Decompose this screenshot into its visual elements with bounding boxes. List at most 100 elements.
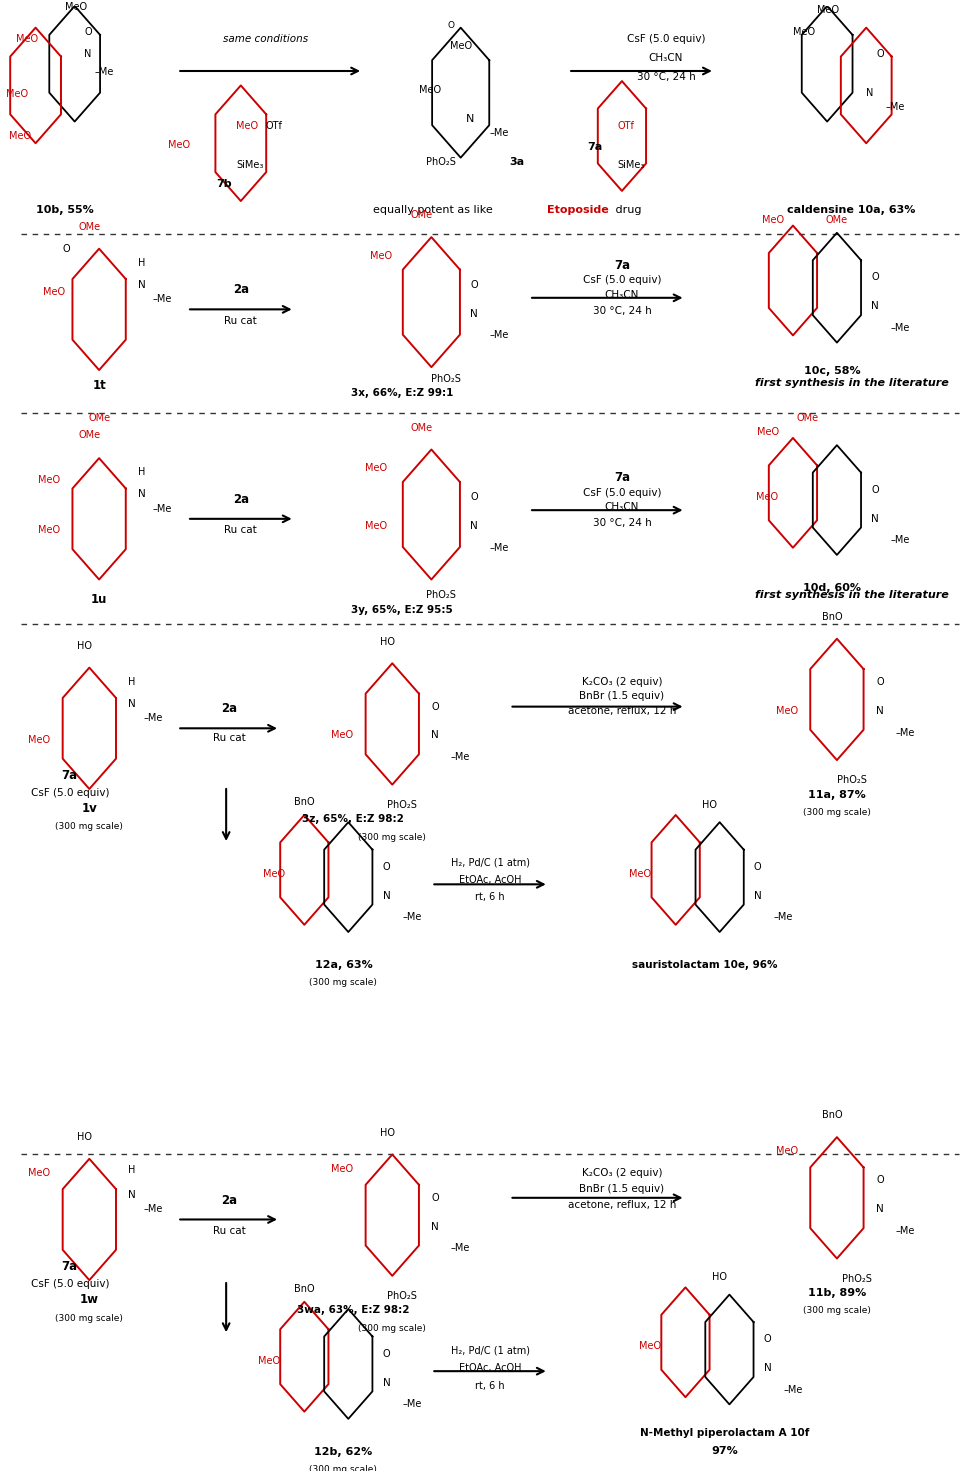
Text: 3y, 65%, E:Z 95:5: 3y, 65%, E:Z 95:5: [351, 605, 453, 615]
Text: N: N: [382, 891, 390, 900]
Text: acetone, reflux, 12 h: acetone, reflux, 12 h: [567, 1200, 676, 1211]
Text: 30 °C, 24 h: 30 °C, 24 h: [593, 518, 652, 528]
Text: OMe: OMe: [826, 215, 848, 225]
Text: 10b, 55%: 10b, 55%: [36, 204, 94, 215]
Text: O: O: [871, 272, 879, 282]
Text: O: O: [431, 1193, 439, 1203]
Text: SiMe₃: SiMe₃: [617, 160, 645, 169]
Text: 11b, 89%: 11b, 89%: [808, 1289, 866, 1297]
Text: O: O: [382, 862, 390, 872]
Text: O: O: [876, 49, 884, 59]
Text: –Me: –Me: [490, 128, 510, 138]
Text: 1t: 1t: [92, 380, 106, 391]
Text: MeO: MeO: [758, 427, 779, 437]
Text: BnO: BnO: [294, 797, 315, 808]
Text: CH₃CN: CH₃CN: [605, 290, 639, 300]
Text: MeO: MeO: [28, 1168, 50, 1178]
Text: 3a: 3a: [510, 157, 524, 166]
Text: N: N: [84, 49, 92, 59]
Text: O: O: [763, 1334, 771, 1344]
Text: 1v: 1v: [81, 802, 97, 815]
Text: MeO: MeO: [236, 121, 258, 131]
Text: –Me: –Me: [451, 1243, 470, 1253]
Text: MeO: MeO: [65, 3, 87, 12]
Text: O: O: [62, 244, 70, 253]
Text: –Me: –Me: [153, 503, 172, 513]
Text: (300 mg scale): (300 mg scale): [359, 1324, 426, 1333]
Text: 12b, 62%: 12b, 62%: [315, 1447, 372, 1456]
Text: MeO: MeO: [16, 34, 38, 44]
Text: MeO: MeO: [168, 140, 190, 150]
Text: H: H: [128, 1165, 136, 1175]
Text: –Me: –Me: [94, 68, 114, 78]
Text: O: O: [84, 26, 92, 37]
Text: 30 °C, 24 h: 30 °C, 24 h: [593, 306, 652, 316]
Text: N: N: [754, 891, 761, 900]
Text: MeO: MeO: [450, 41, 471, 51]
Text: PhO₂S: PhO₂S: [842, 1274, 871, 1284]
Text: PhO₂S: PhO₂S: [426, 590, 457, 600]
Text: OTf: OTf: [617, 121, 634, 131]
Text: EtOAc, AcOH: EtOAc, AcOH: [459, 875, 521, 886]
Text: O: O: [876, 677, 884, 687]
Text: CsF (5.0 equiv): CsF (5.0 equiv): [626, 34, 706, 44]
Text: 7a: 7a: [588, 143, 603, 153]
Text: O: O: [754, 862, 761, 872]
Text: (300 mg scale): (300 mg scale): [56, 822, 123, 831]
Text: CH₃CN: CH₃CN: [605, 502, 639, 512]
Text: –Me: –Me: [896, 728, 915, 737]
Text: MeO: MeO: [38, 475, 60, 485]
Text: OMe: OMe: [411, 210, 432, 221]
Text: OMe: OMe: [78, 430, 100, 440]
Text: O: O: [470, 493, 478, 502]
Text: 7a: 7a: [62, 1261, 77, 1272]
Text: 2a: 2a: [232, 284, 249, 297]
Text: –Me: –Me: [402, 1399, 421, 1409]
Text: –Me: –Me: [402, 912, 421, 922]
Text: 3x, 66%, E:Z 99:1: 3x, 66%, E:Z 99:1: [351, 388, 453, 399]
Text: N: N: [466, 113, 474, 124]
Text: N: N: [876, 1205, 884, 1214]
Text: CH₃CN: CH₃CN: [649, 53, 683, 63]
Text: N: N: [128, 699, 136, 709]
Text: O: O: [871, 485, 879, 494]
Text: –Me: –Me: [891, 324, 910, 332]
Text: 30 °C, 24 h: 30 °C, 24 h: [637, 72, 695, 82]
Text: O: O: [470, 279, 478, 290]
Text: N: N: [866, 88, 873, 97]
Text: Ru cat: Ru cat: [213, 1225, 245, 1236]
Text: PhO₂S: PhO₂S: [426, 157, 456, 166]
Text: BnBr (1.5 equiv): BnBr (1.5 equiv): [579, 691, 664, 702]
Text: MeO: MeO: [419, 85, 441, 94]
Text: EtOAc, AcOH: EtOAc, AcOH: [459, 1364, 521, 1372]
Text: H: H: [128, 677, 136, 687]
Text: PhO₂S: PhO₂S: [431, 374, 462, 384]
Text: H₂, Pd/C (1 atm): H₂, Pd/C (1 atm): [451, 1346, 529, 1356]
Text: 2a: 2a: [221, 703, 237, 715]
Text: CsF (5.0 equiv): CsF (5.0 equiv): [30, 1280, 109, 1290]
Text: 11a, 87%: 11a, 87%: [808, 790, 865, 800]
Text: K₂CO₃ (2 equiv): K₂CO₃ (2 equiv): [582, 1168, 662, 1178]
Text: N-Methyl piperolactam A 10f: N-Methyl piperolactam A 10f: [640, 1428, 809, 1439]
Text: (300 mg scale): (300 mg scale): [359, 833, 426, 841]
Text: MeO: MeO: [9, 131, 31, 141]
Text: HO: HO: [712, 1272, 727, 1283]
Text: (300 mg scale): (300 mg scale): [803, 808, 871, 816]
Text: Ru cat: Ru cat: [213, 734, 245, 743]
Text: N: N: [138, 490, 146, 499]
Text: MeO: MeO: [370, 250, 392, 260]
Text: sauristolactam 10e, 96%: sauristolactam 10e, 96%: [632, 961, 778, 969]
Text: MeO: MeO: [258, 1356, 280, 1367]
Text: MeO: MeO: [6, 90, 28, 99]
Text: MeO: MeO: [38, 525, 60, 535]
Text: 12a, 63%: 12a, 63%: [315, 961, 372, 969]
Text: N: N: [128, 1190, 136, 1200]
Text: N: N: [431, 1221, 439, 1231]
Text: –Me: –Me: [886, 101, 906, 112]
Text: O: O: [431, 702, 439, 712]
Text: 97%: 97%: [711, 1446, 738, 1455]
Text: N: N: [876, 706, 884, 716]
Text: MeO: MeO: [331, 1164, 353, 1174]
Text: BnO: BnO: [821, 1111, 843, 1121]
Text: same conditions: same conditions: [222, 34, 308, 44]
